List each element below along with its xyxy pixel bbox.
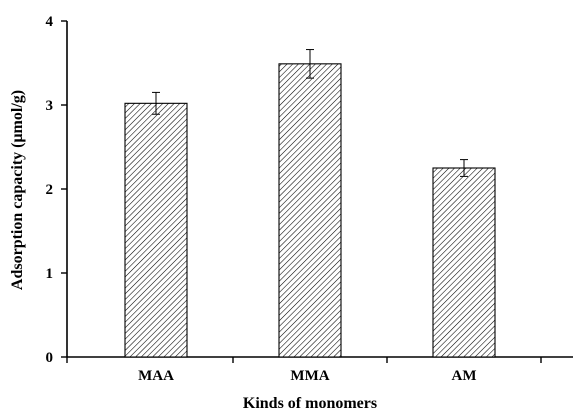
bar: [124, 102, 188, 358]
y-tick-label: 2: [46, 182, 54, 198]
x-tick-label: AM: [452, 368, 477, 384]
x-tick-label: MAA: [138, 368, 174, 384]
bar: [278, 63, 342, 358]
ticks: 0 1 2 3 4 MAA MMA AM: [46, 14, 542, 384]
error-bars: [152, 49, 468, 177]
y-axis-title: Adsorption capacity (μmol/g): [9, 90, 26, 290]
y-tick-label: 0: [46, 350, 54, 366]
y-tick-label: 1: [46, 266, 54, 282]
x-tick-label: MMA: [290, 368, 329, 384]
bars: [124, 63, 496, 358]
y-tick-label: 3: [46, 98, 54, 114]
x-axis-title: Kinds of monomers: [243, 395, 377, 412]
y-tick-label: 4: [46, 14, 54, 30]
bar: [432, 167, 496, 358]
